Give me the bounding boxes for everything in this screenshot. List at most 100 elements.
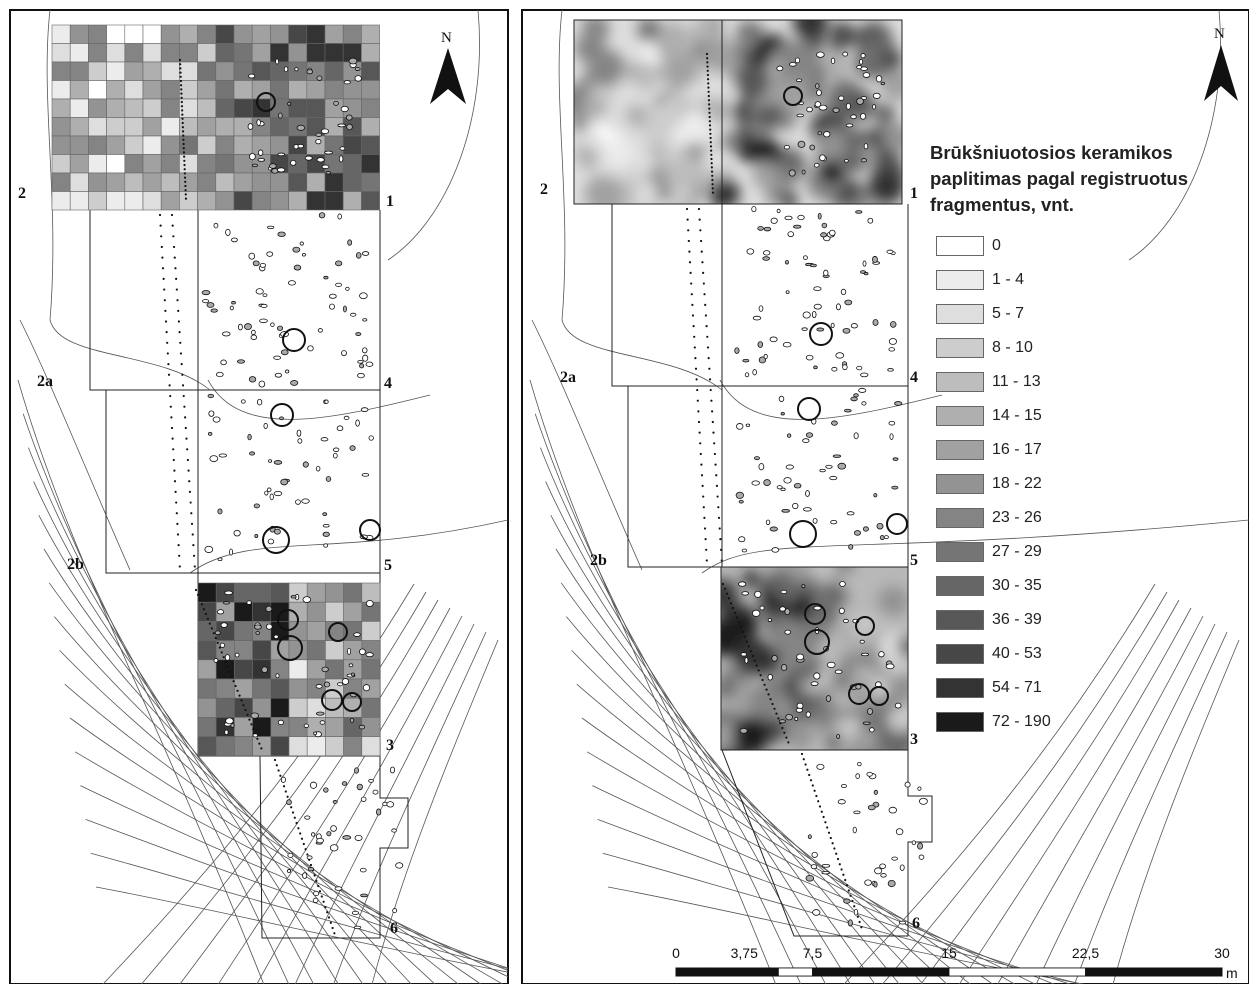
pit-feature: [817, 212, 822, 220]
post-hole-dot: [177, 320, 180, 323]
grid-cell: [197, 191, 217, 211]
post-hole-dot: [184, 197, 188, 200]
ring-structure: [270, 403, 294, 427]
pit-feature: [350, 312, 357, 317]
density-blob: [662, 93, 687, 117]
pit-feature: [811, 310, 817, 319]
pit-feature: [821, 222, 828, 229]
pit-feature: [904, 781, 911, 788]
pit-feature: [880, 873, 887, 878]
density-blob: [602, 104, 630, 133]
pit-feature: [850, 323, 858, 329]
pit-feature: [862, 526, 869, 532]
legend-label: 72 - 190: [992, 713, 1051, 730]
pit-feature: [263, 422, 268, 429]
grid-cell: [179, 43, 198, 63]
pit-feature: [233, 529, 241, 537]
pit-feature: [209, 455, 219, 462]
pit-feature: [273, 460, 283, 465]
post-hole-dot: [182, 142, 185, 146]
scale-bar-segment: [812, 967, 950, 977]
post-hole-dot: [165, 331, 168, 334]
pit-feature: [219, 642, 226, 648]
grid-cell: [234, 582, 253, 603]
grid-cell: [88, 117, 107, 137]
contour-line: [607, 886, 1085, 984]
post-hole-dot: [706, 65, 709, 68]
pit-feature: [280, 776, 286, 783]
post-hole-dot: [242, 704, 245, 707]
pit-feature: [260, 303, 268, 308]
grid-cell: [160, 191, 180, 211]
post-hole-dot: [840, 868, 843, 871]
grid-cell: [197, 697, 217, 718]
pit-feature: [867, 804, 876, 811]
pit-feature: [270, 322, 275, 327]
post-hole-dot: [181, 121, 184, 125]
post-hole-dot: [179, 341, 182, 344]
pit-feature: [872, 92, 881, 99]
pit-feature: [797, 140, 806, 148]
legend-swatch: [936, 338, 984, 358]
post-hole-dot: [704, 303, 707, 306]
density-blob: [636, 20, 662, 42]
pit-feature: [329, 303, 335, 310]
post-hole-dot: [202, 608, 206, 611]
post-hole-dot: [198, 598, 202, 601]
pit-feature: [735, 491, 744, 499]
post-hole-dot: [180, 96, 183, 99]
post-hole-dot: [192, 544, 195, 547]
density-blob: [743, 570, 760, 587]
grid-cell: [215, 736, 235, 757]
post-hole-dot: [176, 522, 179, 525]
pit-feature: [830, 519, 838, 525]
post-hole-dot: [687, 239, 690, 243]
grid-cell: [270, 736, 290, 757]
pit-feature: [315, 711, 325, 716]
contour-line: [19, 319, 131, 571]
pit-feature: [752, 315, 762, 321]
post-hole-dot: [717, 516, 721, 519]
pit-feature: [323, 681, 331, 688]
pit-feature: [302, 596, 312, 603]
contour-line: [586, 751, 1036, 984]
pit-feature: [793, 483, 802, 489]
post-hole-dot: [761, 678, 764, 682]
pit-feature: [313, 731, 318, 736]
pit-feature: [820, 232, 828, 238]
pit-feature: [386, 801, 395, 808]
grid-cell: [234, 678, 253, 699]
grid-cell: [343, 582, 363, 603]
grid-cell: [270, 24, 289, 44]
post-hole-dot: [775, 712, 778, 715]
pit-feature: [250, 334, 258, 341]
pit-feature: [823, 269, 829, 277]
post-hole-dot: [163, 299, 166, 302]
pit-feature: [843, 618, 849, 624]
grid-cell: [343, 640, 363, 661]
ring-structure: [262, 526, 290, 554]
grid-cell: [142, 191, 162, 211]
post-hole-dot: [709, 128, 712, 131]
area-label-2: 2: [540, 181, 548, 198]
area-label-2b: 2b: [67, 556, 84, 573]
pit-feature: [876, 522, 884, 530]
legend-swatch: [936, 270, 984, 290]
post-hole-dot: [707, 357, 710, 360]
pit-feature: [275, 58, 280, 65]
pit-feature: [892, 457, 899, 461]
post-hole-dot: [804, 763, 807, 766]
pit-feature: [217, 508, 223, 515]
legend-label: 5 - 7: [992, 305, 1025, 322]
post-hole-dot: [741, 630, 744, 634]
contour-line: [571, 650, 971, 984]
pit-feature: [335, 282, 342, 287]
area-label-4: 4: [384, 375, 392, 392]
post-hole-dot: [710, 153, 713, 156]
grid-cell: [342, 172, 362, 192]
grid-cell: [324, 80, 344, 100]
grid-cell: [106, 61, 126, 81]
grid-cell: [325, 640, 344, 661]
pit-feature: [287, 280, 296, 286]
pit-feature: [362, 347, 368, 354]
